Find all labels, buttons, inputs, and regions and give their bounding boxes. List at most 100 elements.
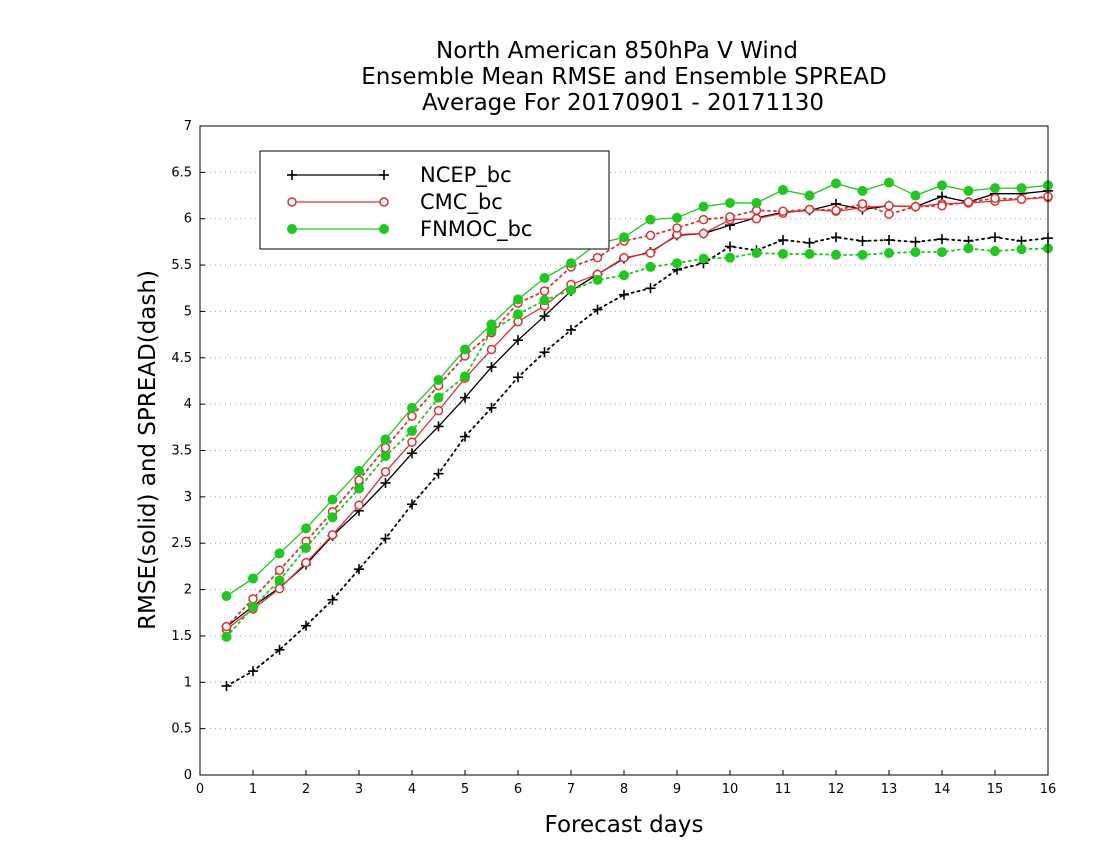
x-tick-label-3: 3 — [355, 782, 363, 797]
point-ncep-bc-spread-1 — [248, 666, 258, 677]
point-fnmoc-bc-spread-8 — [433, 392, 444, 403]
point-ncep-bc-spread-0 — [221, 680, 232, 691]
point-ncep-bc-spread-26 — [910, 236, 921, 247]
point-cmc-bc-spread-28 — [963, 197, 974, 207]
point-fnmoc-bc-spread-11 — [513, 309, 523, 320]
point-fnmoc-bc-rmse-18 — [698, 201, 709, 212]
point-ncep-bc-rmse-11 — [513, 335, 523, 346]
series-line-cmc-bc-spread — [225, 195, 1049, 628]
point-fnmoc-bc-spread-21 — [778, 248, 788, 259]
point-fnmoc-bc-rmse-30 — [1016, 183, 1027, 194]
point-fnmoc-bc-spread-0 — [221, 631, 232, 642]
point-fnmoc-bc-rmse-26 — [910, 190, 921, 201]
x-tick-label-6: 6 — [514, 782, 522, 797]
point-cmc-bc-rmse-10 — [486, 344, 497, 355]
point-fnmoc-bc-rmse-5 — [354, 465, 364, 476]
point-fnmoc-bc-spread-4 — [327, 512, 338, 523]
point-fnmoc-bc-spread-27 — [937, 247, 947, 258]
point-cmc-bc-rmse-15 — [619, 252, 629, 263]
point-fnmoc-bc-rmse-27 — [937, 180, 947, 191]
point-fnmoc-bc-rmse-25 — [884, 177, 894, 188]
point-ncep-bc-rmse-8 — [433, 421, 444, 432]
point-fnmoc-bc-spread-29 — [990, 246, 1000, 257]
y-tick-label-2: 1 — [184, 675, 192, 690]
title-line-1: North American 850hPa V Wind — [436, 38, 798, 64]
y-tick-label-13: 6.5 — [171, 165, 192, 180]
point-fnmoc-bc-rmse-28 — [963, 185, 974, 196]
point-ncep-bc-rmse-6 — [380, 477, 391, 488]
x-tick-label-12: 12 — [828, 782, 845, 797]
series-cmc-bc-spread — [221, 191, 1053, 632]
point-fnmoc-bc-rmse-19 — [725, 197, 735, 208]
x-tick-label-13: 13 — [881, 782, 898, 797]
legend-entry-fnmoc-bc: FNMOC_bc — [287, 217, 532, 242]
legend-entry-cmc-bc: CMC_bc — [287, 190, 503, 215]
point-fnmoc-bc-rmse-7 — [407, 402, 417, 413]
series-ncep-bc-spread — [221, 232, 1053, 691]
legend-entry-ncep-bc: NCEP_bc — [287, 163, 512, 188]
point-fnmoc-bc-spread-19 — [725, 252, 735, 263]
point-cmc-bc-spread-14 — [592, 252, 603, 263]
point-fnmoc-bc-rmse-17 — [672, 212, 682, 223]
point-fnmoc-bc-spread-17 — [672, 258, 682, 269]
point-fnmoc-bc-spread-30 — [1016, 244, 1027, 255]
point-fnmoc-bc-spread-3 — [301, 542, 311, 553]
point-ncep-bc-spread-25 — [884, 235, 894, 246]
point-fnmoc-bc-rmse-23 — [831, 178, 841, 189]
point-cmc-bc-spread-26 — [910, 201, 921, 212]
point-fnmoc-bc-spread-12 — [539, 295, 550, 306]
point-ncep-bc-rmse-12 — [539, 311, 550, 322]
legend-marker-start-ncep-bc — [287, 170, 297, 180]
point-fnmoc-bc-spread-15 — [619, 270, 629, 281]
point-cmc-bc-spread-0 — [221, 621, 232, 632]
y-tick-label-0: 0 — [184, 768, 192, 783]
point-cmc-bc-spread-5 — [354, 475, 364, 485]
chart-title: North American 850hPa V Wind Ensemble Me… — [361, 38, 886, 116]
y-tick-label-14: 7 — [184, 119, 192, 134]
point-ncep-bc-spread-11 — [513, 372, 523, 383]
legend-marker-start-cmc-bc — [287, 197, 297, 207]
x-tick-label-2: 2 — [302, 782, 310, 797]
point-cmc-bc-spread-25 — [884, 209, 894, 219]
x-tick-label-8: 8 — [620, 782, 628, 797]
y-tick-label-5: 2.5 — [171, 536, 192, 551]
y-tick-label-12: 6 — [184, 212, 192, 227]
point-ncep-bc-rmse-7 — [407, 448, 417, 459]
series-fnmoc-bc-spread — [221, 243, 1053, 642]
point-fnmoc-bc-spread-7 — [407, 426, 417, 437]
point-ncep-bc-spread-5 — [354, 564, 364, 575]
point-ncep-bc-rmse-10 — [486, 362, 497, 373]
y-tick-label-3: 1.5 — [171, 629, 192, 644]
point-fnmoc-bc-spread-2 — [274, 575, 285, 586]
point-ncep-bc-spread-19 — [725, 241, 735, 252]
point-cmc-bc-spread-30 — [1016, 194, 1027, 204]
point-ncep-bc-spread-22 — [804, 237, 815, 248]
point-fnmoc-bc-spread-25 — [884, 248, 894, 259]
point-ncep-bc-spread-6 — [380, 533, 391, 544]
x-tick-label-9: 9 — [673, 782, 681, 797]
point-cmc-bc-spread-16 — [645, 230, 656, 241]
series-fnmoc-bc-rmse — [221, 177, 1053, 602]
point-fnmoc-bc-rmse-1 — [248, 573, 258, 584]
legend-marker-end-ncep-bc — [379, 170, 389, 180]
point-ncep-bc-spread-14 — [592, 304, 603, 315]
point-ncep-bc-spread-21 — [778, 235, 788, 246]
point-fnmoc-bc-spread-14 — [592, 274, 603, 285]
point-fnmoc-bc-rmse-6 — [380, 434, 391, 445]
point-cmc-bc-rmse-3 — [301, 557, 311, 568]
x-tick-label-10: 10 — [722, 782, 739, 797]
point-ncep-bc-spread-15 — [619, 289, 629, 300]
point-ncep-bc-spread-29 — [990, 232, 1000, 243]
y-tick-label-10: 5 — [184, 304, 192, 319]
point-ncep-bc-spread-8 — [433, 468, 444, 479]
y-tick-label-7: 3.5 — [171, 444, 192, 459]
point-fnmoc-bc-spread-28 — [963, 243, 974, 254]
point-fnmoc-bc-spread-24 — [857, 249, 868, 260]
point-ncep-bc-spread-24 — [857, 235, 868, 246]
title-line-2: Ensemble Mean RMSE and Ensemble SPREAD — [361, 64, 886, 90]
point-fnmoc-bc-spread-10 — [486, 325, 497, 336]
x-axis-label: Forecast days — [545, 812, 704, 838]
point-fnmoc-bc-rmse-11 — [513, 294, 523, 305]
x-tick-label-0: 0 — [196, 782, 204, 797]
